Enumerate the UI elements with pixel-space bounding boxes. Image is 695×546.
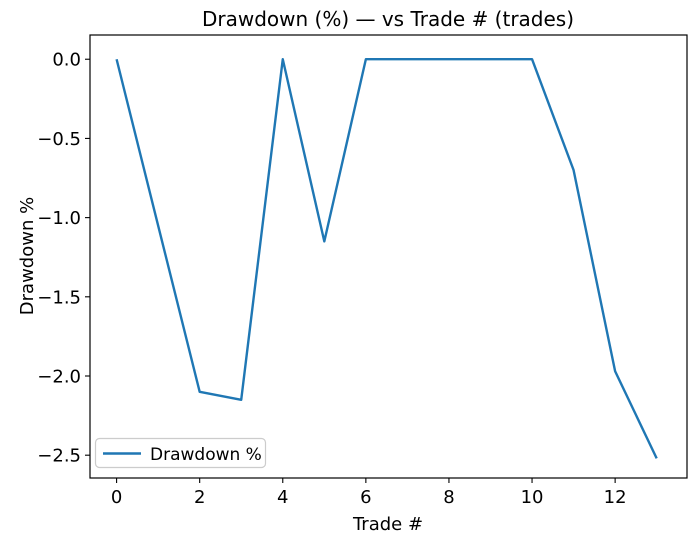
- legend-label: Drawdown %: [150, 445, 262, 465]
- y-axis-label: Drawdown %: [17, 197, 38, 315]
- x-tick-label: 2: [194, 487, 205, 508]
- x-tick-label: 10: [521, 487, 544, 508]
- chart-title: Drawdown (%) — vs Trade # (trades): [202, 7, 574, 31]
- x-tick-label: 6: [360, 487, 371, 508]
- plot-area: 0 2 4 6 8 10 12 0.0 −0.5 −1.0 −1.5 −2.0 −2.5: [37, 34, 688, 508]
- y-tick-label: −2.0: [37, 367, 81, 388]
- drawdown-line: [115, 58, 658, 459]
- legend-box: [94, 437, 267, 469]
- x-tick-label: 4: [277, 487, 288, 508]
- y-tick-label: −1.0: [37, 208, 81, 229]
- y-tick-label: −1.5: [37, 287, 81, 308]
- legend: Drawdown %: [94, 437, 267, 469]
- y-tick-label: −2.5: [37, 446, 81, 467]
- plot-frame: [89, 34, 688, 479]
- x-axis-label: Trade #: [352, 514, 423, 535]
- x-tick-label: 0: [111, 487, 122, 508]
- x-tick-label: 12: [604, 487, 627, 508]
- y-tick-label: −0.5: [37, 129, 81, 150]
- y-tick-label: 0.0: [52, 50, 81, 71]
- x-tick-label: 8: [443, 487, 454, 508]
